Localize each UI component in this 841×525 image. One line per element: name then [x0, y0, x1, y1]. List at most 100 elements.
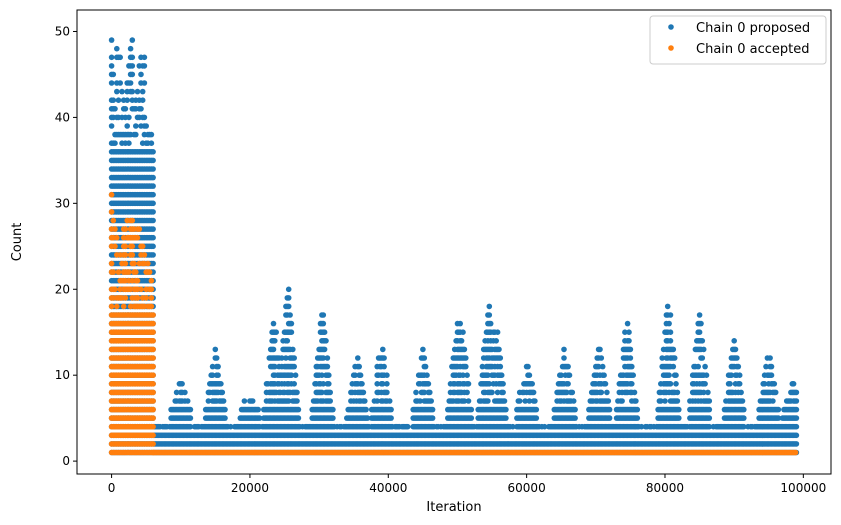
proposed-point: [516, 398, 523, 404]
accepted-point: [115, 269, 122, 275]
proposed-point: [561, 355, 567, 361]
accepted-point: [108, 209, 115, 215]
proposed-point: [320, 312, 327, 318]
proposed-point: [150, 217, 156, 224]
accepted-point: [148, 277, 155, 284]
accepted-point: [150, 389, 156, 396]
proposed-point: [352, 372, 358, 379]
proposed-point: [291, 355, 298, 361]
accepted-point: [134, 234, 141, 241]
proposed-point: [703, 372, 710, 379]
proposed-point: [671, 355, 678, 361]
proposed-point: [287, 312, 293, 318]
proposed-point: [629, 381, 635, 387]
accepted-point: [150, 441, 156, 447]
proposed-point: [295, 406, 302, 413]
proposed-point: [285, 295, 292, 301]
proposed-point: [273, 329, 280, 336]
accepted-point: [112, 226, 118, 232]
proposed-point: [626, 338, 632, 344]
proposed-point: [428, 398, 435, 404]
accepted-point: [150, 415, 156, 421]
proposed-point: [422, 363, 429, 370]
proposed-point: [465, 381, 472, 387]
proposed-point: [218, 381, 224, 387]
accepted-point: [150, 320, 156, 327]
accepted-point: [112, 243, 118, 250]
proposed-point: [741, 415, 747, 421]
proposed-point: [793, 389, 800, 396]
proposed-point: [227, 423, 234, 430]
accepted-point: [129, 243, 136, 250]
proposed-point: [486, 381, 493, 387]
proposed-point: [532, 398, 538, 404]
proposed-point: [427, 389, 433, 396]
accepted-point: [148, 303, 155, 310]
proposed-point: [673, 372, 679, 379]
proposed-point: [124, 97, 130, 103]
proposed-point: [429, 415, 436, 421]
proposed-point: [117, 54, 123, 61]
proposed-point: [706, 406, 713, 413]
proposed-point: [150, 149, 156, 155]
proposed-point: [139, 97, 146, 103]
proposed-point: [150, 157, 156, 164]
proposed-point: [461, 346, 468, 353]
proposed-point: [108, 54, 115, 61]
proposed-point: [321, 329, 328, 336]
proposed-point: [219, 389, 226, 396]
accepted-point: [150, 363, 156, 370]
proposed-point: [695, 363, 701, 370]
proposed-point: [768, 363, 775, 370]
proposed-point: [112, 140, 118, 146]
proposed-point: [526, 398, 533, 404]
accepted-point: [150, 423, 156, 430]
proposed-point: [634, 415, 641, 421]
proposed-point: [606, 415, 613, 421]
proposed-point: [285, 303, 292, 310]
accepted-point: [141, 252, 148, 258]
proposed-point: [500, 381, 506, 387]
proposed-point: [736, 372, 743, 379]
proposed-point: [324, 355, 331, 361]
proposed-point: [320, 320, 327, 327]
accepted-point: [110, 269, 117, 275]
proposed-point: [667, 381, 674, 387]
accepted-point: [122, 243, 129, 250]
proposed-point: [667, 329, 674, 336]
proposed-point: [494, 329, 501, 336]
proposed-point: [270, 346, 277, 353]
accepted-point: [122, 295, 129, 301]
accepted-point: [150, 398, 156, 404]
proposed-point: [108, 123, 115, 129]
proposed-point: [129, 37, 136, 43]
proposed-point: [768, 372, 775, 379]
proposed-point: [771, 381, 778, 387]
proposed-point: [110, 97, 117, 103]
proposed-point: [222, 406, 228, 413]
proposed-point: [187, 406, 194, 413]
proposed-point: [327, 398, 334, 404]
proposed-point: [463, 363, 469, 370]
proposed-point: [793, 441, 800, 447]
proposed-point: [465, 398, 472, 404]
proposed-point: [702, 381, 708, 387]
proposed-point: [212, 346, 219, 353]
proposed-point: [150, 243, 156, 250]
proposed-point: [388, 406, 394, 413]
proposed-point: [602, 381, 609, 387]
proposed-point: [115, 97, 122, 103]
proposed-point: [460, 329, 466, 336]
proposed-point: [702, 363, 708, 370]
proposed-point: [141, 80, 148, 86]
proposed-point: [770, 398, 776, 404]
proposed-point: [129, 71, 136, 78]
proposed-point: [487, 320, 494, 327]
proposed-point: [388, 415, 394, 421]
points-layer: [108, 37, 800, 456]
proposed-point: [793, 406, 800, 413]
proposed-point: [457, 320, 464, 327]
accepted-point: [150, 355, 156, 361]
proposed-point: [124, 123, 130, 129]
